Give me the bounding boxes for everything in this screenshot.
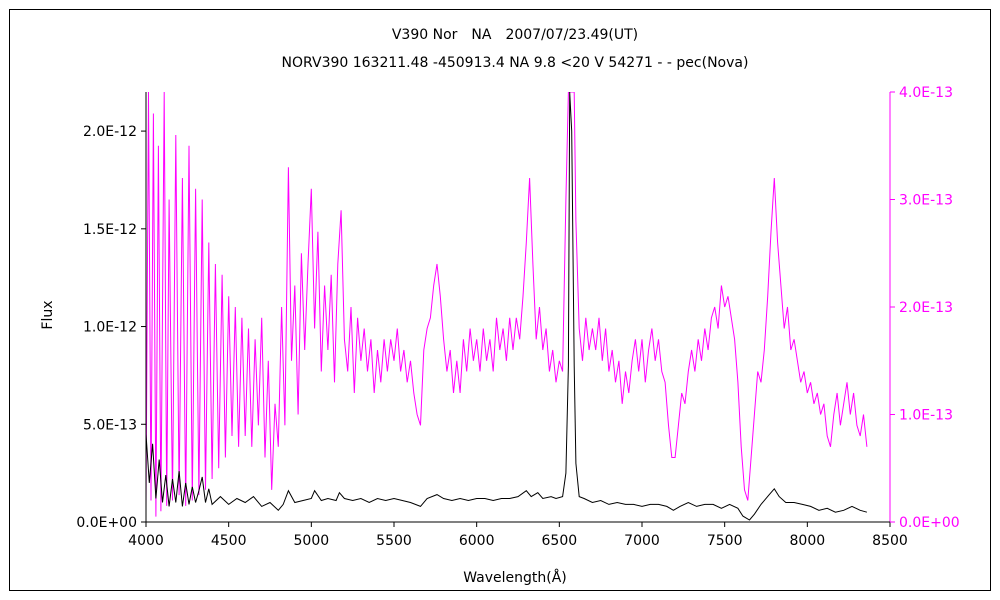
spectrum-chart: V390 Nor NA 2007/07/23.49(UT) NORV390 16… — [40, 27, 960, 586]
chart-subtitle: NORV390 163211.48 -450913.4 NA 9.8 <20 V… — [282, 55, 749, 71]
axes-layer: 4000 4500 5000 5500 6000 6500 7000 7500 8000 8500… — [76, 85, 959, 549]
y-tick-label: 2.0E-12 — [83, 124, 137, 140]
y-axis-label: Flux — [40, 300, 56, 329]
y2-tick-label: 1.0E-13 — [899, 408, 953, 424]
x-tick-label: 5000 — [294, 533, 330, 549]
x-tick-label: 4500 — [211, 533, 247, 549]
x-axis-label: Wavelength(Å) — [463, 569, 567, 586]
y2-tick-label: 4.0E-13 — [899, 85, 953, 101]
y-tick-label: 1.5E-12 — [83, 222, 137, 238]
y2-tick-label: 0.0E+00 — [899, 515, 960, 531]
x-tick-label: 6000 — [459, 533, 495, 549]
x-tick-label: 6500 — [542, 533, 578, 549]
x-tick-label: 4000 — [128, 533, 164, 549]
series-line-right-axis — [146, 92, 868, 517]
x-tick-label: 5500 — [376, 533, 412, 549]
x-tick-label: 7000 — [624, 533, 660, 549]
y2-tick-label: 2.0E-13 — [899, 300, 953, 316]
chart-title: V390 Nor NA 2007/07/23.49(UT) — [392, 27, 638, 43]
y-tick-label: 5.0E-13 — [83, 417, 137, 433]
x-tick-label: 7500 — [707, 533, 743, 549]
x-tick-label: 8000 — [790, 533, 826, 549]
series-layer — [146, 92, 868, 521]
x-tick-label: 8500 — [872, 533, 908, 549]
y-tick-label: 0.0E+00 — [76, 515, 137, 531]
y2-tick-label: 3.0E-13 — [899, 193, 953, 209]
y-tick-label: 1.0E-12 — [83, 320, 137, 336]
series-line-left-axis — [146, 92, 868, 521]
chart-frame: V390 Nor NA 2007/07/23.49(UT) NORV390 16… — [9, 9, 991, 591]
